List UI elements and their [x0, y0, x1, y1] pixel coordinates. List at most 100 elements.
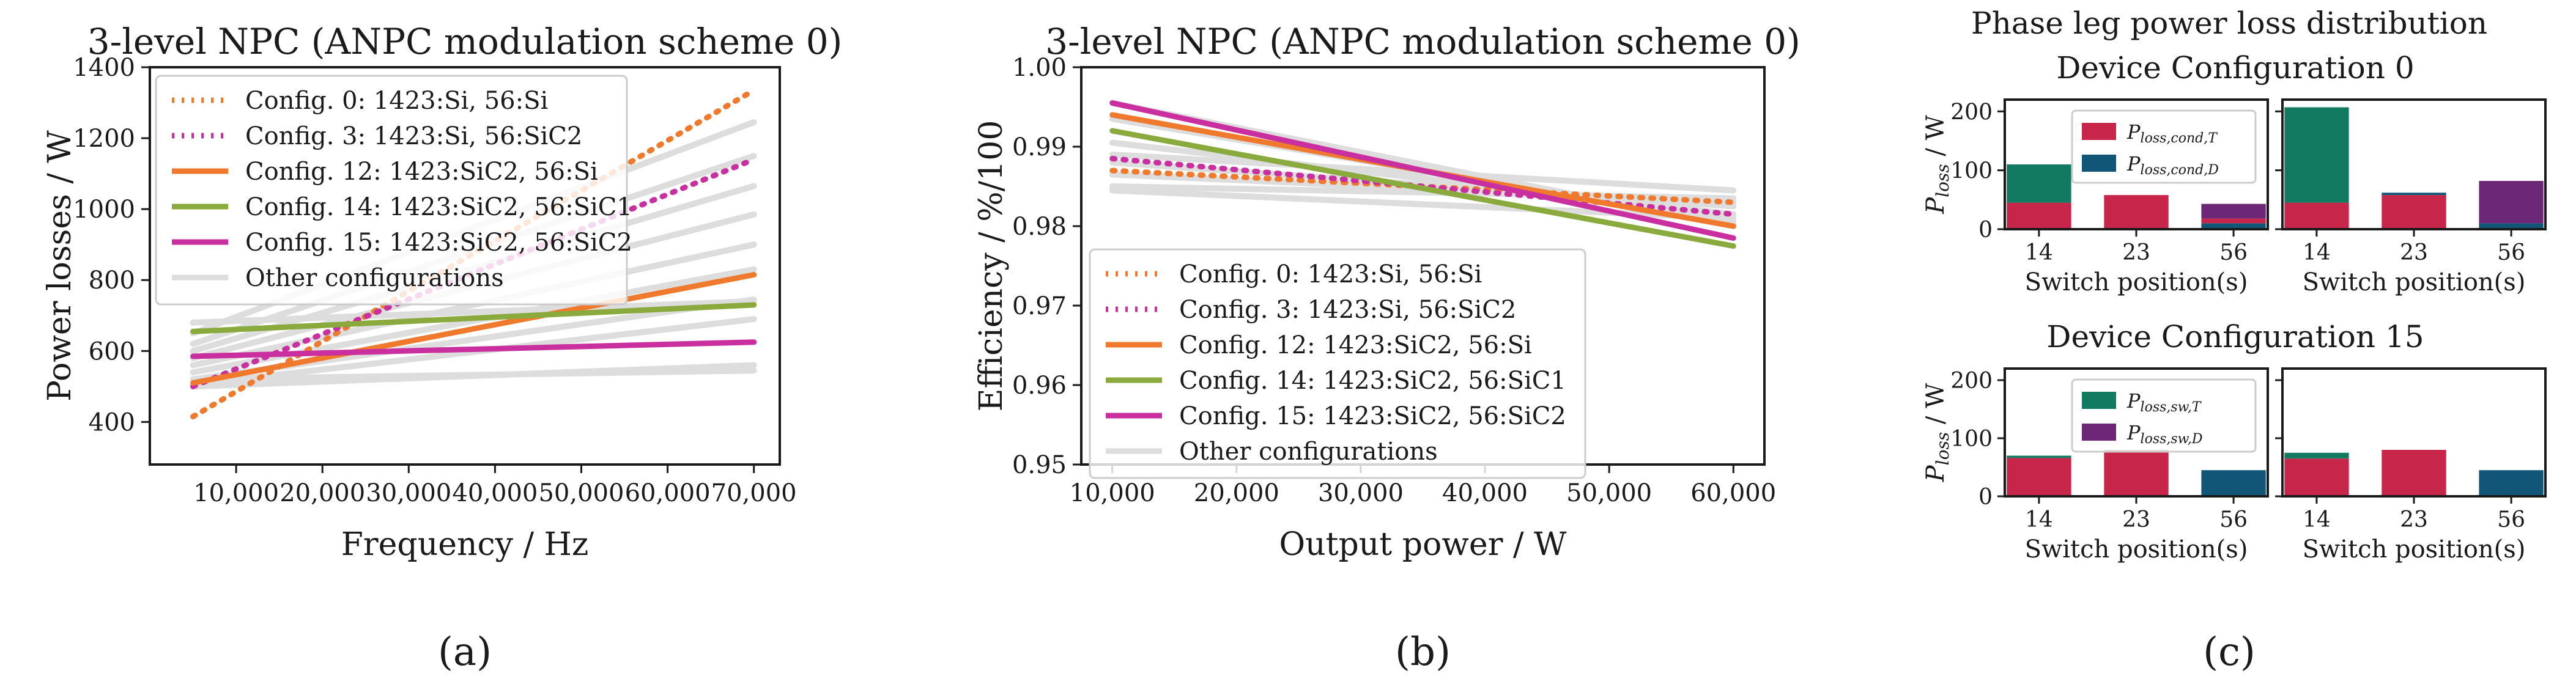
bar-subplot: 14 23 56 Switch position(s) — [2275, 98, 2547, 296]
chart-title: 3-level NPC (ANPC modulation scheme 0) — [1045, 21, 1800, 62]
group-subtitle: Device Configuration 15 — [2046, 319, 2424, 355]
x-tick-label: 10,000 — [1070, 479, 1155, 507]
x-tick-label: 56 — [2219, 240, 2248, 265]
y-tick-label: 1400 — [73, 54, 135, 82]
bar-segment — [2201, 218, 2266, 224]
series-line-3 — [1109, 128, 1736, 249]
x-tick-label: 14 — [2303, 240, 2331, 265]
x-tick-label: 60,000 — [625, 479, 711, 507]
x-tick-label: 56 — [2219, 507, 2248, 532]
bar-segment — [2007, 455, 2071, 458]
legend-entry-label: Ploss,sw,D — [2126, 421, 2203, 447]
legend-frame — [2071, 378, 2257, 453]
legend-entry-subscript: loss,sw,T — [2141, 400, 2202, 415]
y-tick-label: 0.99 — [1012, 133, 1067, 161]
legend-entry-base: P — [2126, 389, 2141, 413]
legend-entry-base: P — [2126, 152, 2141, 175]
y-tick-label: 0.97 — [1012, 292, 1067, 320]
y-axis-label: Power losses / W — [42, 130, 78, 402]
bar-segment — [2382, 450, 2446, 496]
x-axis-label: Switch position(s) — [2303, 268, 2526, 296]
x-tick-label: 50,000 — [1566, 479, 1652, 507]
y-tick-label: 800 — [89, 266, 135, 295]
legend-entry-label: Ploss,cond,T — [2126, 120, 2218, 146]
x-tick-label: 10,000 — [193, 479, 279, 507]
y-tick-label: 1000 — [73, 196, 135, 224]
legend-entry-label: Ploss,cond,D — [2126, 152, 2219, 178]
bar-segment — [2382, 193, 2446, 196]
panel-label: (b) — [1395, 630, 1451, 675]
x-tick-label: 23 — [2122, 240, 2150, 265]
bar-segment — [2007, 164, 2071, 203]
legend-swatch — [2082, 392, 2116, 409]
legend-entry-base: P — [2126, 421, 2141, 444]
y-axis-label: Ploss / W — [1922, 115, 1953, 215]
legend-entry-label: Config. 0: 1423:Si, 56:Si — [1179, 260, 1482, 288]
y-tick-label: 400 — [89, 408, 135, 436]
legend-entry-label: Config. 0: 1423:Si, 56:Si — [245, 87, 548, 115]
x-tick-label: 30,000 — [366, 479, 451, 507]
legend-entry-label: Other configurations — [245, 264, 504, 292]
x-tick-label: 56 — [2497, 240, 2525, 265]
bar-segment — [2201, 204, 2266, 219]
x-axis-label: Output power / W — [1279, 526, 1567, 563]
y-tick-label: 0.95 — [1012, 451, 1067, 479]
bar-segment — [2479, 223, 2544, 229]
background-series-line-9 — [190, 367, 757, 383]
y-axis-label-unit: / W — [1922, 115, 1950, 164]
bar-segment — [2007, 202, 2071, 229]
y-tick-label: 1200 — [73, 125, 135, 153]
bar-segment — [2479, 470, 2544, 496]
y-axis-label: Ploss / W — [1922, 383, 1953, 483]
legend-entry-subscript: loss,cond,D — [2141, 163, 2219, 178]
series-line-4 — [190, 339, 757, 359]
x-tick-label: 50,000 — [538, 479, 624, 507]
legend: Config. 0: 1423:Si, 56:Si Config. 3: 1423… — [155, 75, 632, 306]
bar-segment — [2284, 107, 2349, 203]
panel-label: (c) — [2203, 630, 2256, 675]
x-tick-label: 20,000 — [279, 479, 365, 507]
y-tick-label: 0 — [1978, 218, 1993, 243]
x-tick-label: 40,000 — [452, 479, 538, 507]
legend-frame — [1089, 248, 1586, 479]
legend-entry-label: Config. 3: 1423:Si, 56:SiC2 — [245, 122, 582, 150]
legend-swatch — [2082, 123, 2116, 140]
legend-swatch — [2082, 155, 2116, 172]
panel-b-line-chart: 3-level NPC (ANPC modulation scheme 0) 10… — [973, 21, 1801, 675]
legend-entry-label: Config. 15: 1423:SiC2, 56:SiC2 — [1179, 402, 1566, 430]
x-tick-label: 14 — [2025, 240, 2053, 265]
chart-title: 3-level NPC (ANPC modulation scheme 0) — [87, 21, 842, 62]
legend-entry-label: Config. 15: 1423:SiC2, 56:SiC2 — [245, 229, 632, 257]
bar-segment — [2201, 223, 2266, 229]
bar-segment — [2007, 458, 2071, 496]
y-tick-label: 600 — [89, 337, 135, 366]
series-line-3 — [190, 302, 757, 334]
legend: Config. 0: 1423:Si, 56:Si Config. 3: 1423… — [1089, 248, 1586, 479]
chart-title: Phase leg power loss distribution — [1971, 6, 2487, 41]
y-tick-label: 200 — [1950, 369, 1993, 394]
series-line-4 — [1109, 100, 1736, 241]
x-tick-label: 40,000 — [1442, 479, 1528, 507]
y-axis-label-subscript: loss — [1933, 164, 1953, 197]
bar-segment — [2284, 202, 2349, 229]
bar-segment — [2284, 452, 2349, 459]
background-series-line-10 — [190, 298, 757, 326]
group-subtitle: Device Configuration 0 — [2056, 50, 2414, 86]
x-tick-label: 56 — [2497, 507, 2525, 532]
y-tick-label: 0.98 — [1012, 213, 1067, 241]
y-axis-label-base: P — [1922, 465, 1950, 482]
y-axis-label-unit: / W — [1922, 383, 1950, 432]
legend: Ploss,cond,T Ploss,cond,D — [2071, 109, 2257, 184]
y-axis-label-base: P — [1922, 197, 1950, 215]
x-tick-label: 23 — [2400, 507, 2428, 532]
legend-entry-label: Config. 12: 1423:SiC2, 56:Si — [245, 158, 598, 186]
x-tick-label: 23 — [2400, 240, 2428, 265]
x-axis-label: Switch position(s) — [2025, 535, 2248, 564]
legend-frame — [2071, 109, 2257, 184]
x-axis-label: Switch position(s) — [2025, 268, 2248, 296]
legend-entry-subscript: loss,sw,D — [2141, 432, 2203, 447]
x-tick-label: 20,000 — [1194, 479, 1279, 507]
